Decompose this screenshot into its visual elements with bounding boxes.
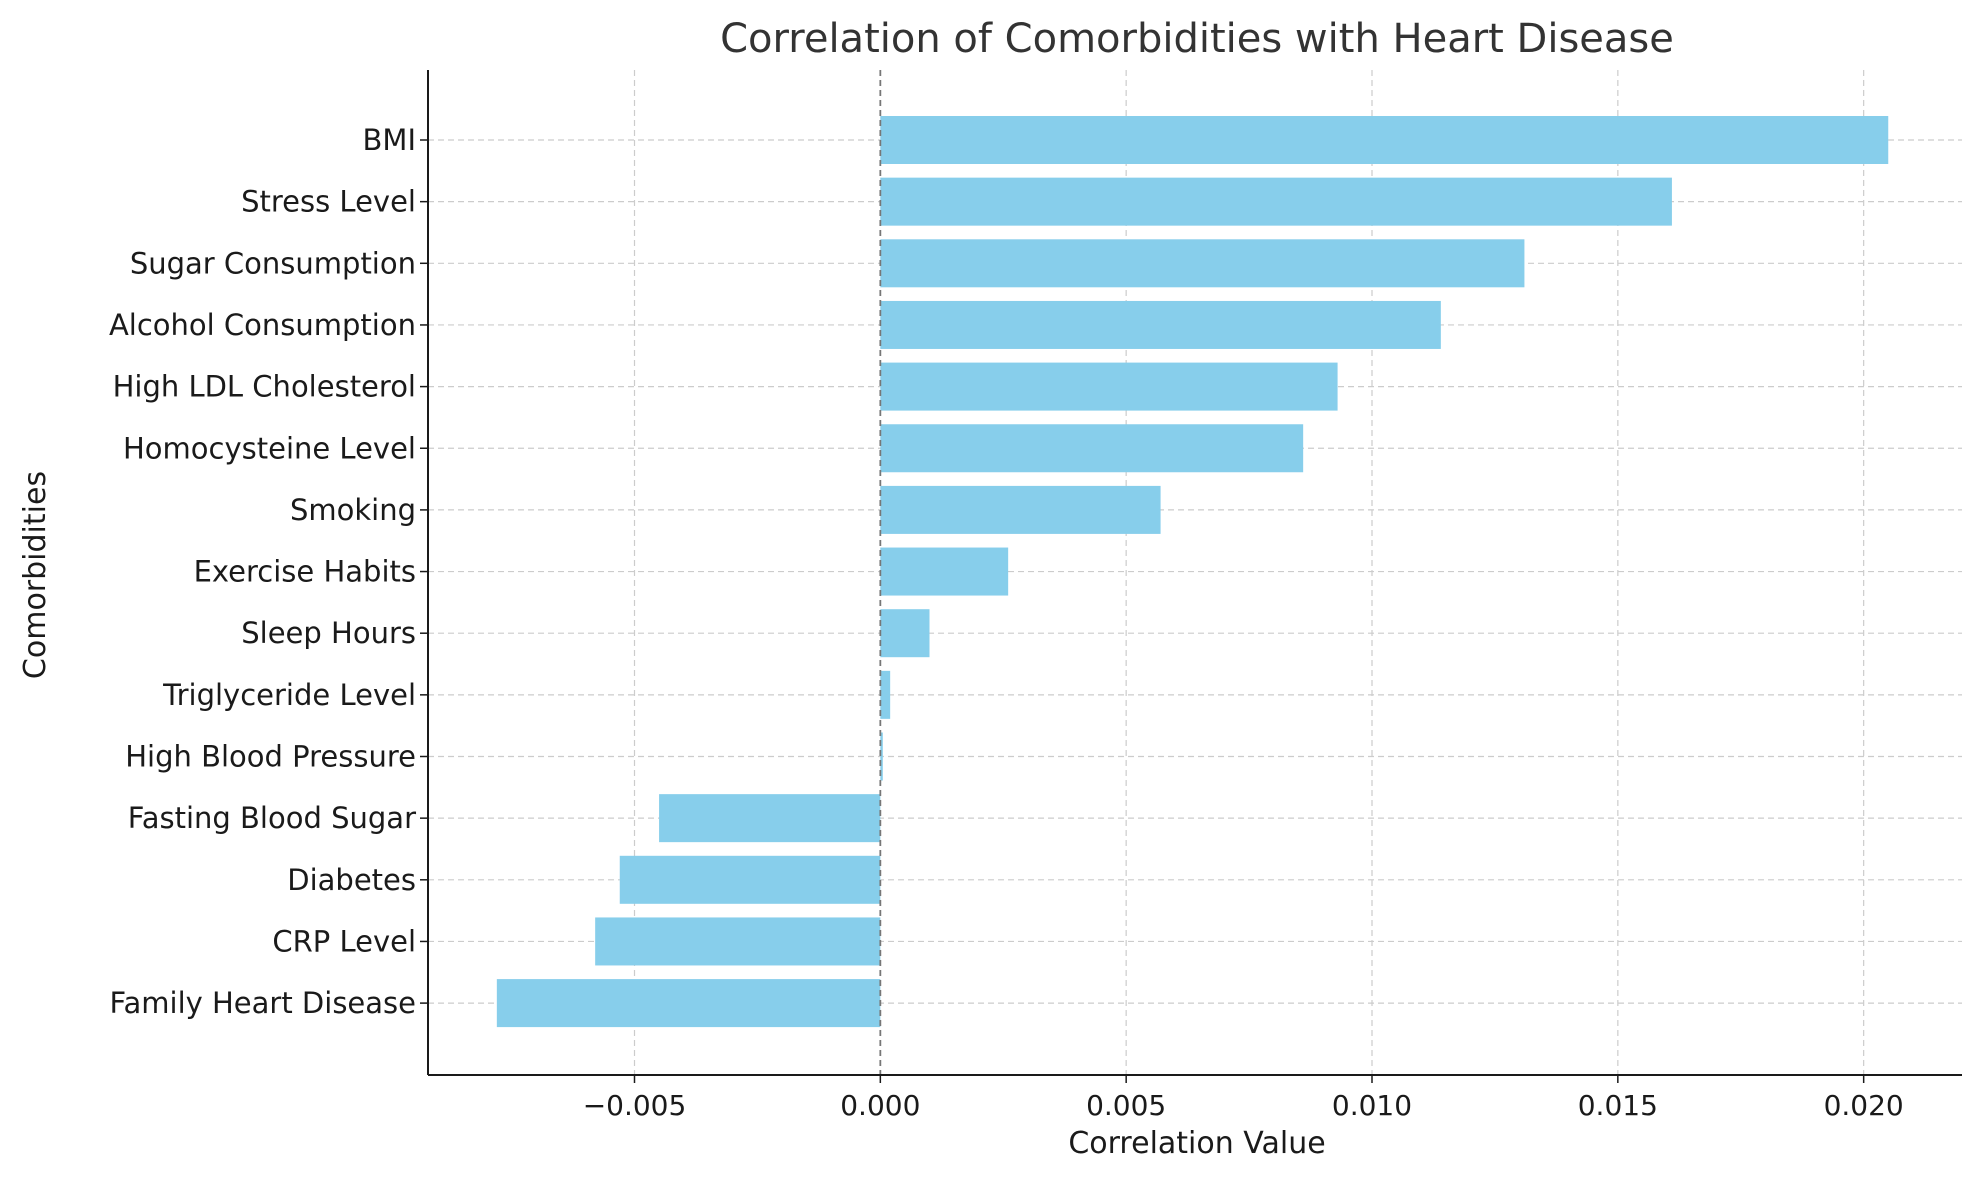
y-tick-label: Stress Level [241,185,416,219]
x-tick-label: −0.005 [583,1089,687,1122]
y-tick-label: Family Heart Disease [109,986,416,1020]
y-axis-label: Comorbidities [18,471,53,679]
y-tick-label: Triglyceride Level [162,678,416,712]
bar [595,917,881,966]
x-tick-label: 0.005 [1086,1089,1166,1122]
bar [880,116,1889,164]
bar [880,609,930,658]
bars [496,116,1889,1028]
chart-title: Correlation of Comorbidities with Heart … [720,16,1674,62]
bar [880,300,1441,349]
bar [496,979,881,1028]
y-tick-label: Homocysteine Level [123,431,416,465]
bar [880,547,1009,596]
x-tick-label: 0.000 [840,1089,920,1122]
x-tick-label: 0.010 [1332,1089,1412,1122]
y-tick-label: Exercise Habits [194,555,416,589]
bar [880,362,1338,411]
y-tick-label: Smoking [290,493,416,527]
y-tick-label: Fasting Blood Sugar [128,801,416,835]
bar [880,239,1525,288]
y-tick-label: CRP Level [272,924,416,958]
x-tick-label: 0.020 [1824,1089,1904,1122]
x-tick-label: 0.015 [1578,1089,1658,1122]
y-tick-label: High Blood Pressure [125,740,416,774]
axes [420,70,1962,1083]
bar [880,670,891,719]
y-tick-label: High LDL Cholesterol [113,370,416,404]
bar [619,855,881,904]
y-tick-label: Alcohol Consumption [109,308,416,342]
y-tick-label: Sugar Consumption [130,246,416,280]
bar [659,794,881,843]
y-tick-label: Sleep Hours [241,616,416,650]
x-axis-label: Correlation Value [1068,1126,1325,1161]
tick-labels: −0.005 0.000 0.005 0.010 0.015 0.020 BMI Stress… [109,123,1904,1122]
bar [880,177,1672,226]
y-tick-label: BMI [363,123,416,157]
bar [880,485,1161,534]
bar [880,732,883,781]
y-tick-label: Diabetes [287,863,416,897]
bar [880,424,1304,473]
